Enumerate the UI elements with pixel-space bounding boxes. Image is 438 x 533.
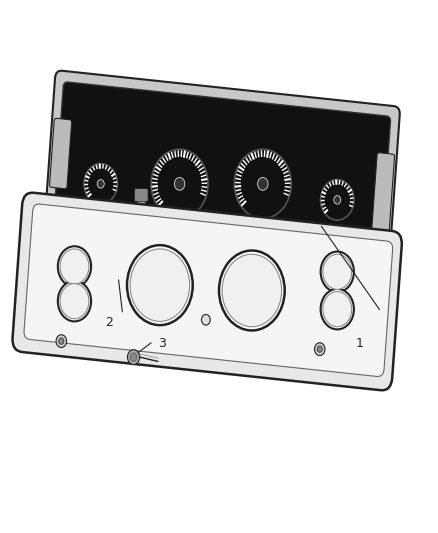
Circle shape	[321, 252, 354, 292]
Text: 1: 1	[355, 337, 363, 350]
Circle shape	[127, 245, 193, 325]
Circle shape	[219, 251, 285, 330]
Circle shape	[151, 149, 208, 219]
FancyBboxPatch shape	[134, 189, 148, 201]
Circle shape	[299, 228, 306, 236]
Circle shape	[127, 350, 140, 365]
Circle shape	[321, 289, 354, 329]
Circle shape	[84, 164, 117, 204]
Circle shape	[137, 225, 144, 233]
FancyBboxPatch shape	[49, 118, 72, 189]
Circle shape	[314, 343, 325, 356]
Circle shape	[97, 180, 104, 188]
FancyBboxPatch shape	[371, 152, 395, 244]
Circle shape	[60, 284, 89, 319]
Circle shape	[58, 281, 91, 321]
Circle shape	[174, 177, 185, 190]
Circle shape	[201, 314, 210, 325]
Circle shape	[234, 149, 291, 219]
Circle shape	[130, 353, 137, 361]
Circle shape	[59, 338, 64, 344]
Text: 2: 2	[106, 316, 113, 329]
Circle shape	[334, 196, 341, 204]
FancyBboxPatch shape	[24, 204, 393, 376]
Circle shape	[130, 249, 190, 321]
Circle shape	[56, 335, 67, 348]
Circle shape	[323, 292, 352, 327]
Circle shape	[222, 254, 282, 327]
Circle shape	[258, 177, 268, 190]
Circle shape	[321, 180, 354, 220]
Circle shape	[323, 254, 352, 289]
FancyBboxPatch shape	[137, 201, 145, 210]
Circle shape	[58, 246, 91, 287]
Text: 3: 3	[158, 337, 166, 350]
Circle shape	[317, 346, 322, 352]
Circle shape	[154, 225, 161, 233]
FancyBboxPatch shape	[13, 193, 402, 390]
FancyBboxPatch shape	[44, 71, 400, 271]
FancyBboxPatch shape	[53, 82, 391, 260]
Circle shape	[60, 249, 89, 284]
